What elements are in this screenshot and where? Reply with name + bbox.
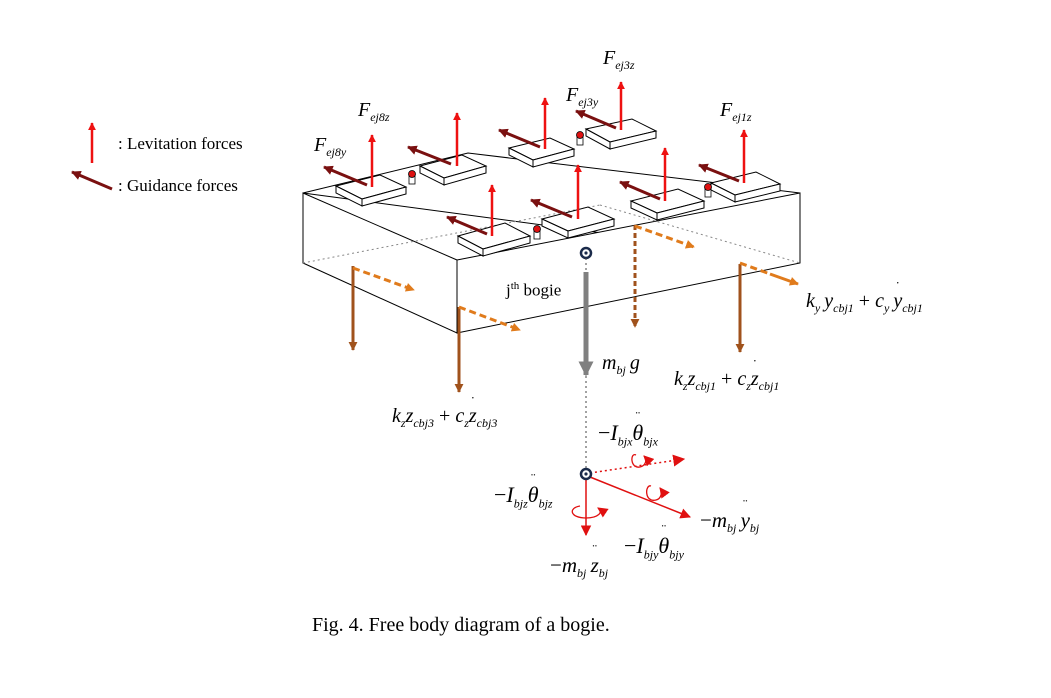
guid-arrow-7	[407, 145, 452, 166]
label-inertia-x: −Ibjx ¨ θbjx	[598, 410, 658, 449]
bogie-side-face	[456, 192, 801, 334]
susp-y-right	[769, 272, 799, 286]
label-F-ej1z: Fej1z	[720, 99, 752, 124]
rotation-z-icon	[571, 505, 609, 519]
label-weight: mbj g	[602, 352, 640, 377]
guid-arrow-4	[530, 198, 573, 219]
magnet-5	[456, 222, 532, 257]
x-axis-dotted	[589, 454, 686, 474]
inertia-frame	[571, 454, 691, 537]
guid-arrow-3	[575, 109, 617, 130]
gap-sensors	[408, 131, 712, 240]
bogie-label: jth bogie	[506, 280, 562, 300]
rotation-y-icon	[646, 485, 670, 501]
label-spring-z3: kzzcbj3 + cz ˙ zcbj3	[392, 395, 498, 431]
guidance-arrows	[323, 109, 740, 236]
label-F-ej8y: Fej8y	[314, 134, 347, 159]
center-of-mass-top	[579, 246, 593, 260]
legend-guidance-label: : Guidance forces	[118, 176, 238, 195]
bogie-front-face	[302, 192, 458, 334]
y-axis-arrow	[589, 476, 691, 519]
label-inertia-z: −Ibjz ¨ θbjz	[494, 472, 553, 511]
figure-caption: Fig. 4. Free body diagram of a bogie.	[312, 614, 610, 636]
label-F-ej8z: Fej8z	[358, 99, 390, 124]
guid-arrow-8	[323, 165, 368, 187]
label-F-ej3z: Fej3z	[603, 47, 635, 72]
guid-arrow-6	[498, 128, 541, 149]
label-inertia-y: −Ibjy ¨ θbjy	[624, 523, 684, 562]
label-spring-z1: kzzcbj1 + cz ˙ zcbj1	[674, 358, 780, 394]
magnet-2	[629, 188, 706, 221]
magnet-6	[507, 137, 576, 168]
rotation-x-icon	[631, 454, 655, 468]
magnet-7	[418, 154, 488, 186]
levitation-arrows	[367, 81, 749, 236]
label-inertia-my: −mbj ¨ ybj	[700, 498, 760, 536]
guid-arrow-1	[698, 163, 740, 183]
magnet-3	[584, 118, 658, 150]
label-spring-y1: ky ycbj1 + cy ˙ ycbj1	[806, 280, 923, 316]
label-F-ej3y: Fej3y	[566, 84, 599, 109]
susp-y-right-dash	[739, 261, 771, 276]
guid-arrow-2	[619, 180, 661, 201]
suspension-forces	[348, 224, 799, 393]
guid-arrow-5	[446, 215, 488, 236]
label-inertia-mz: −mbj ¨ zbj	[550, 543, 609, 581]
legend-guidance-icon	[71, 170, 113, 191]
magnet-1	[709, 171, 782, 203]
legend-levitation-label: : Levitation forces	[118, 134, 243, 153]
